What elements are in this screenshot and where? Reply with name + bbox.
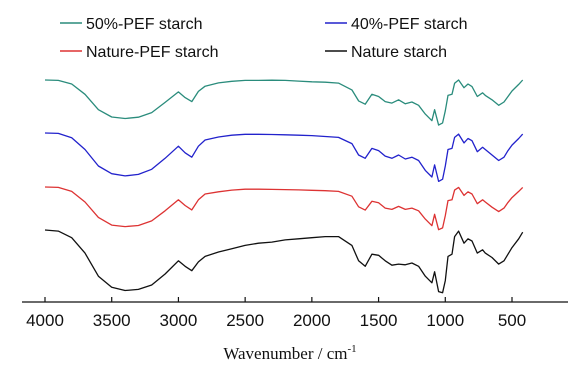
- x-tick-label: 2000: [293, 311, 331, 330]
- series-line-3: [44, 186, 524, 231]
- x-axis: 4000 3500 3000 2500 2000 1500 1000 500 Wavenumbe…: [22, 297, 568, 363]
- x-tick-label: 1000: [426, 311, 464, 330]
- legend-label: 40%-PEF starch: [351, 16, 467, 33]
- legend-label: 50%-PEF starch: [86, 16, 202, 33]
- series-line-4: [44, 229, 524, 294]
- legend-label: Nature-PEF starch: [86, 44, 218, 61]
- x-tick-label: 1500: [360, 311, 398, 330]
- x-tick-label: 500: [498, 311, 526, 330]
- x-tick-label: 2500: [226, 311, 264, 330]
- series-line-2: [44, 132, 524, 183]
- x-tick-label: 3000: [160, 311, 198, 330]
- x-tick-label: 4000: [26, 311, 64, 330]
- x-axis-title: Wavenumber / cm-1: [223, 343, 356, 363]
- series-line-1: [44, 79, 524, 126]
- legend: 50%-PEF starch 40%-PEF starch Nature-PEF s…: [60, 16, 467, 61]
- plot-area: [44, 79, 524, 294]
- legend-label: Nature starch: [351, 44, 447, 61]
- x-tick-label: 3500: [93, 311, 131, 330]
